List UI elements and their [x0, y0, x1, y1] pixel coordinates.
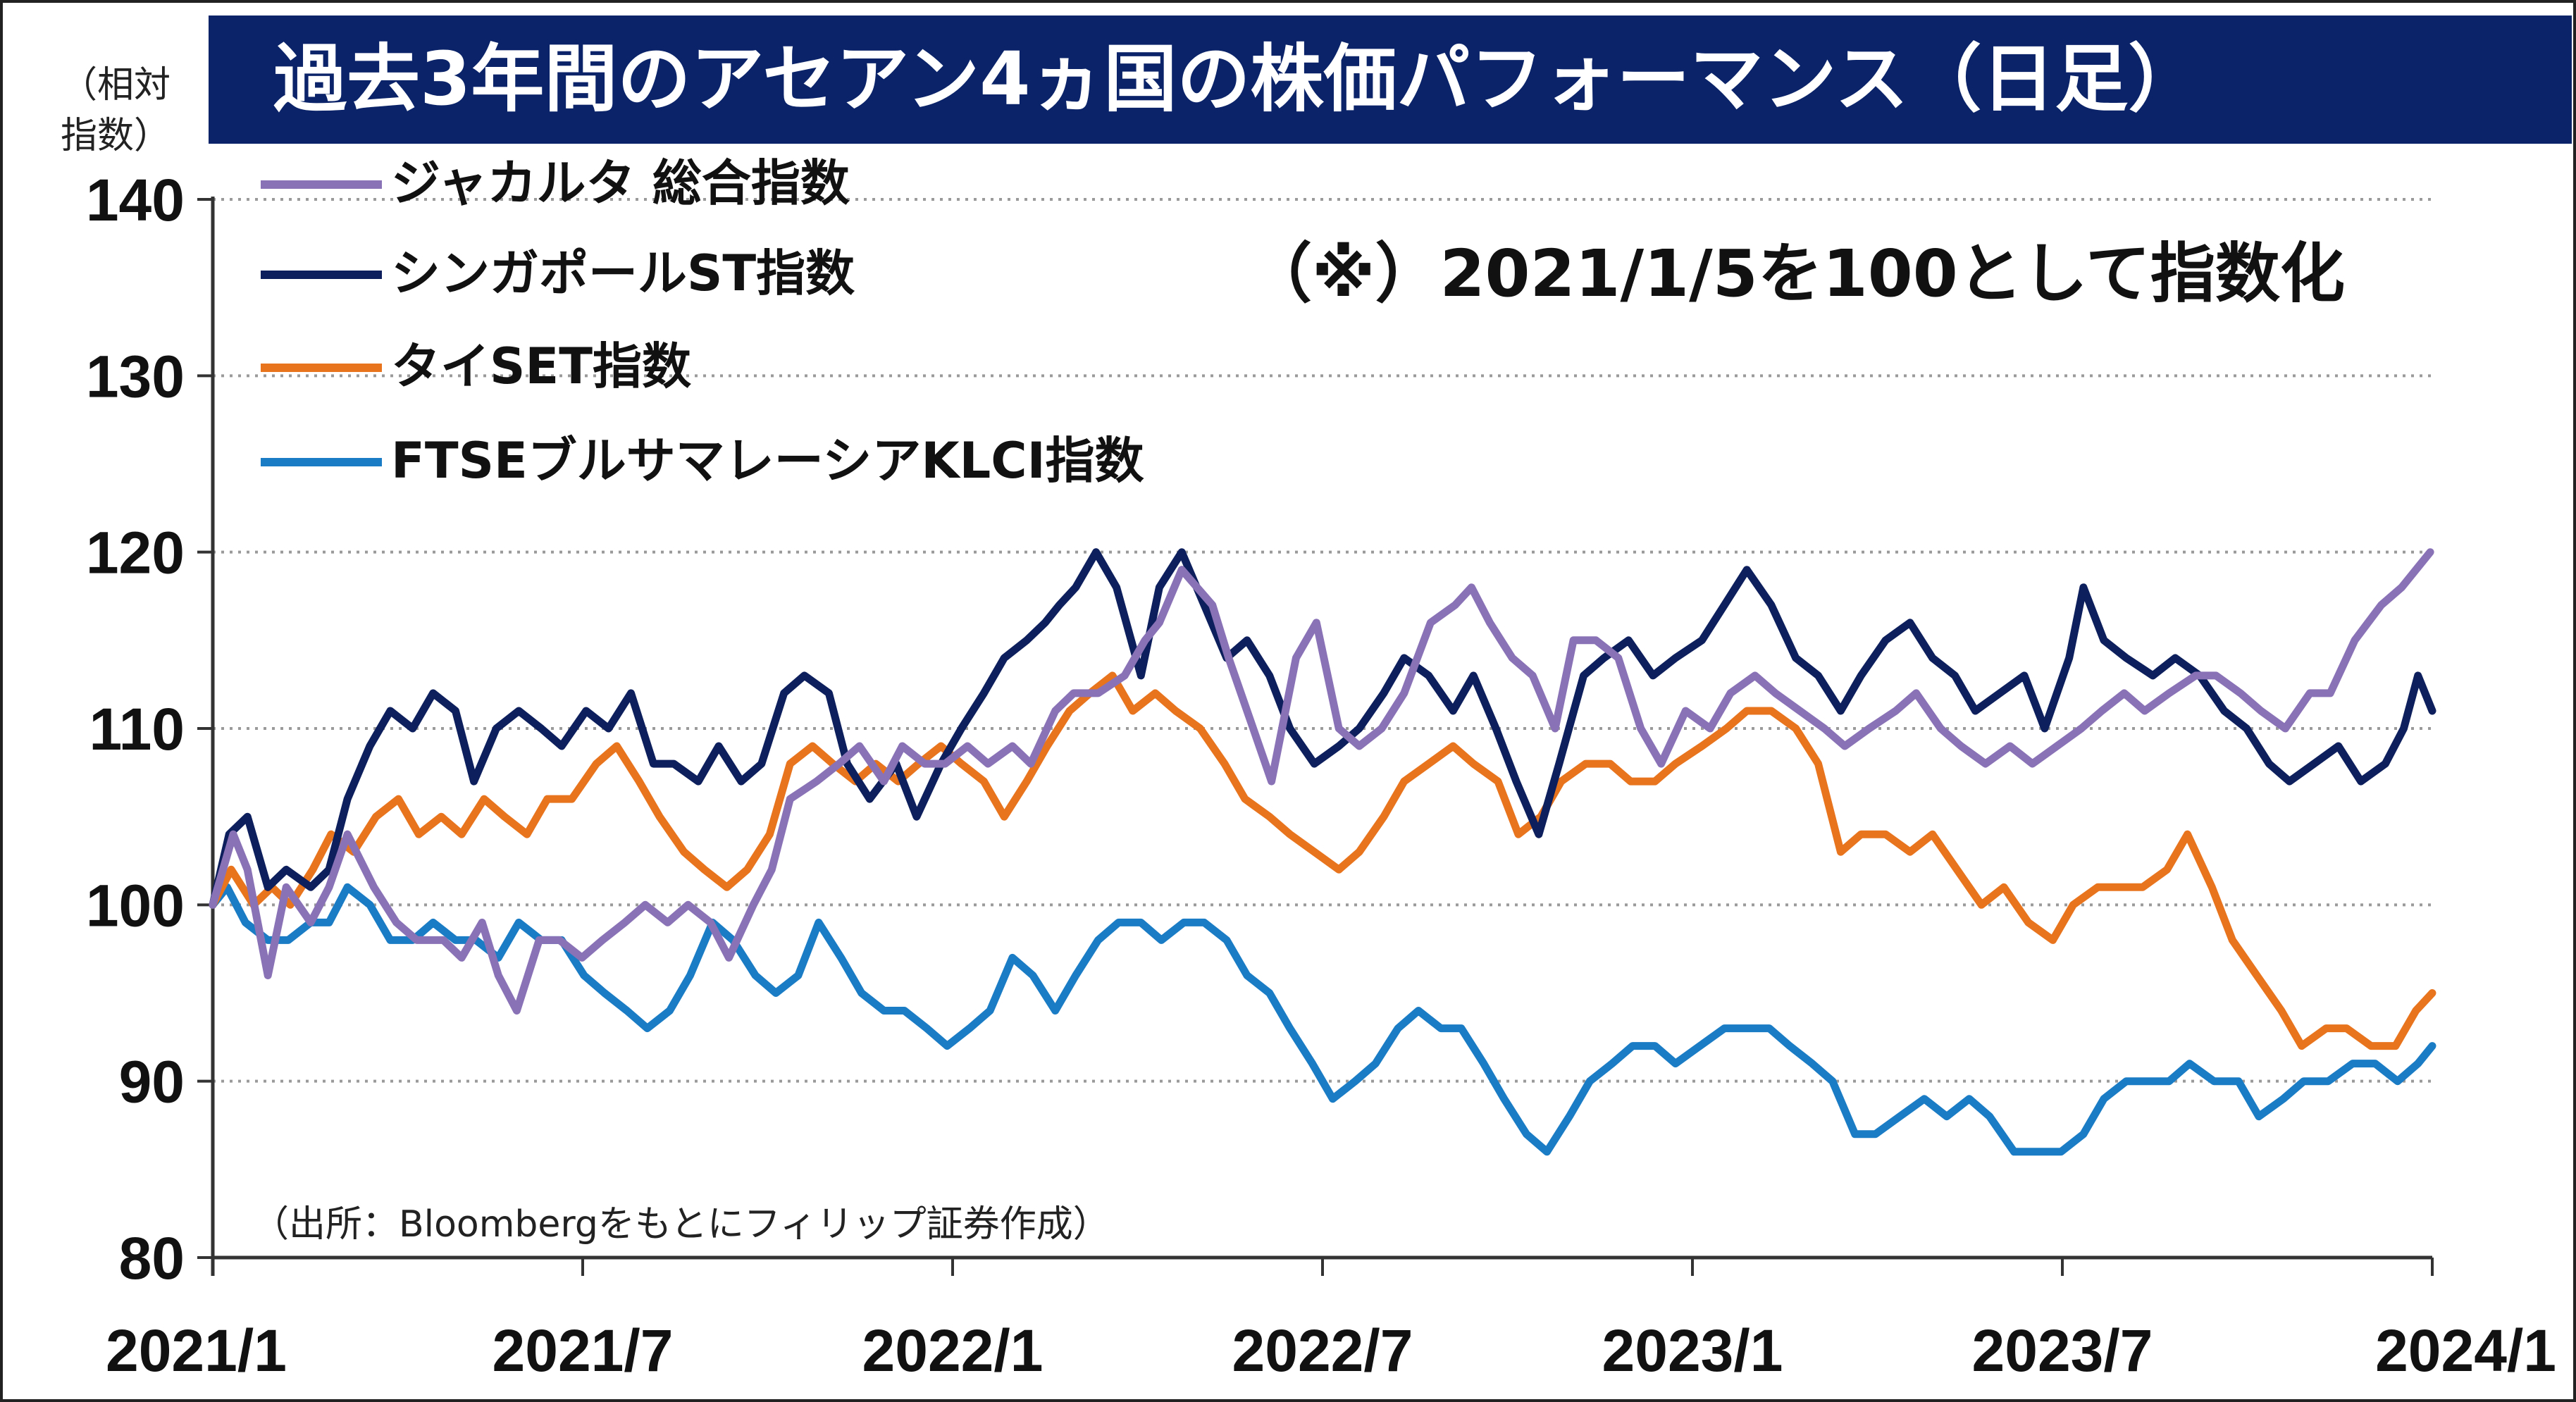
- y-tick-labels: 80 90 100 110 120 130 140: [86, 167, 185, 1291]
- legend-label-malaysia: FTSEブルサマレーシアKLCI指数: [391, 432, 1144, 490]
- y-tick-label: 100: [86, 872, 185, 938]
- x-tick-label: 2023/1: [1602, 1317, 1783, 1384]
- axes: [211, 197, 2434, 1276]
- legend-label-singapore: シンガポールST指数: [391, 244, 855, 302]
- series-line-singapore: [209, 548, 2436, 909]
- series-line-jakarta: [209, 548, 2434, 1015]
- x-tick-label: 2021/7: [493, 1317, 674, 1384]
- x-tick-label: 2022/7: [1232, 1317, 1413, 1384]
- y-tick-label: 140: [86, 167, 185, 233]
- x-tick-labels: 2021/1 2021/7 2022/1 2022/7 2023/1 2023/7 2024…: [106, 1317, 2556, 1384]
- y-tick-label: 120: [86, 520, 185, 586]
- y-axis-label-line2: 指数）: [61, 115, 171, 157]
- y-tick-label: 80: [119, 1225, 185, 1291]
- y-tick-label: 110: [89, 696, 185, 762]
- normalization-note: （※）2021/1/5を100として指数化: [1247, 236, 2345, 311]
- x-tick-label: 2022/1: [862, 1317, 1044, 1384]
- y-tick-label: 90: [119, 1049, 185, 1115]
- series-line-thai: [209, 671, 2436, 1050]
- y-axis-label-line1: （相対: [61, 64, 171, 106]
- source-note: （出所：Bloombergをもとにフィリップ証券作成）: [252, 1203, 1110, 1246]
- series-lines: [209, 548, 2436, 1156]
- x-tick-label: 2023/7: [1972, 1317, 2153, 1384]
- title-banner: [209, 15, 2572, 144]
- y-tick-label: 130: [86, 343, 185, 409]
- x-tick-label: 2021/1: [106, 1317, 287, 1384]
- legend-label-jakarta: ジャカルタ 総合指数: [391, 154, 850, 212]
- chart-title: 過去3年間のアセアン4ヵ国の株価パフォーマンス（日足）: [273, 36, 2201, 122]
- legend-label-thai: タイSET指数: [391, 337, 691, 395]
- legend: ジャカルタ 総合指数 シンガポールST指数 タイSET指数 FTSEブルサマレー…: [261, 154, 1144, 490]
- x-tick-label: 2024/1: [2375, 1317, 2556, 1384]
